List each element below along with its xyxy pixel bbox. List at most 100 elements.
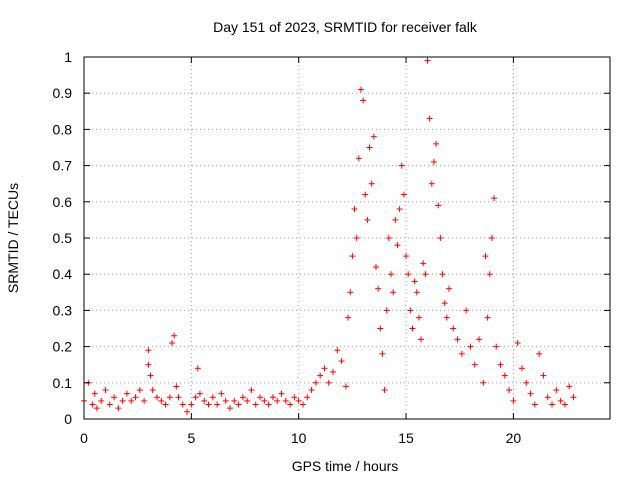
data-point (390, 289, 397, 296)
data-point (261, 397, 268, 404)
data-point (377, 325, 384, 332)
data-point (173, 383, 180, 390)
data-point (282, 397, 289, 404)
y-tick-labels: 0 0.1 0.2 0.3 0.4 0.5 0.6 0.7 0.8 0.9 1 (53, 49, 73, 427)
data-point (147, 372, 154, 379)
data-point (549, 401, 556, 408)
data-point (493, 343, 500, 350)
data-point (458, 350, 465, 357)
data-point (491, 195, 498, 202)
data-point (145, 361, 152, 368)
data-point (467, 343, 474, 350)
data-point (98, 397, 105, 404)
data-point (375, 285, 382, 292)
data-point (471, 361, 478, 368)
data-point (171, 332, 178, 339)
data-point (214, 401, 221, 408)
data-point (357, 86, 364, 93)
y-tick-label: 0.4 (53, 266, 73, 282)
y-tick-label: 0.7 (53, 158, 73, 174)
data-point (536, 350, 543, 357)
data-point (437, 235, 444, 241)
data-point (351, 206, 358, 213)
data-point (162, 401, 169, 408)
data-point (424, 57, 431, 64)
data-point (218, 390, 225, 397)
data-point (308, 387, 315, 394)
data-point (304, 394, 311, 401)
data-point (370, 133, 377, 140)
data-point (381, 387, 388, 394)
y-tick-label: 0.9 (53, 85, 73, 101)
y-tick-label: 1 (64, 49, 72, 65)
data-point (441, 300, 448, 307)
data-point (252, 401, 259, 408)
data-point (184, 408, 191, 415)
data-point (482, 253, 489, 260)
data-point (278, 390, 285, 397)
data-point (368, 180, 375, 187)
plot-frame (83, 56, 611, 420)
data-point (430, 158, 437, 165)
data-point (540, 372, 547, 379)
data-point (420, 260, 427, 267)
data-point (353, 235, 360, 241)
data-point (426, 115, 433, 122)
data-point (405, 271, 412, 278)
data-point (338, 358, 345, 365)
data-point (411, 278, 418, 285)
y-tick-label: 0 (64, 411, 72, 427)
x-tick-labels: 0 5 10 15 20 (80, 430, 521, 446)
data-point (128, 397, 135, 404)
data-point (102, 387, 109, 394)
x-tick-label: 5 (187, 430, 195, 446)
data-point (239, 394, 246, 401)
data-point (231, 397, 238, 404)
data-point (325, 379, 332, 386)
data-point (226, 405, 233, 412)
data-point (179, 401, 186, 408)
data-point (166, 394, 173, 401)
data-point (194, 365, 201, 372)
data-point (388, 271, 395, 278)
y-tick-label: 0.3 (53, 302, 73, 318)
axis-ticks (83, 56, 610, 420)
data-point (257, 394, 264, 401)
data-point (407, 307, 414, 314)
data-point (115, 405, 122, 412)
data-point (366, 144, 373, 151)
data-point (312, 379, 319, 386)
data-point (454, 336, 461, 343)
y-tick-label: 0.6 (53, 194, 73, 210)
data-point (149, 387, 156, 394)
data-point (111, 394, 118, 401)
data-point (385, 235, 392, 241)
data-point (433, 140, 440, 147)
y-tick-label: 0.8 (53, 121, 73, 137)
data-point (91, 390, 98, 397)
y-tick-label: 0.5 (53, 230, 73, 246)
data-point (497, 361, 504, 368)
data-point (383, 307, 390, 314)
data-point (561, 401, 568, 408)
data-point (398, 162, 405, 169)
data-point (274, 397, 281, 404)
data-point (235, 401, 242, 408)
data-point (145, 347, 152, 354)
data-point (295, 397, 302, 404)
data-point (510, 397, 517, 404)
data-point (403, 253, 410, 260)
data-point (394, 242, 401, 249)
data-point (557, 397, 564, 404)
data-point (566, 383, 573, 390)
data-point (443, 314, 450, 321)
data-point (480, 379, 487, 386)
data-point (360, 97, 367, 104)
data-point (488, 235, 495, 241)
data-point (334, 347, 341, 354)
data-point (299, 401, 306, 408)
data-point (291, 394, 298, 401)
chart-title: Day 151 of 2023, SRMTID for receiver fal… (213, 19, 478, 35)
data-point (544, 394, 551, 401)
